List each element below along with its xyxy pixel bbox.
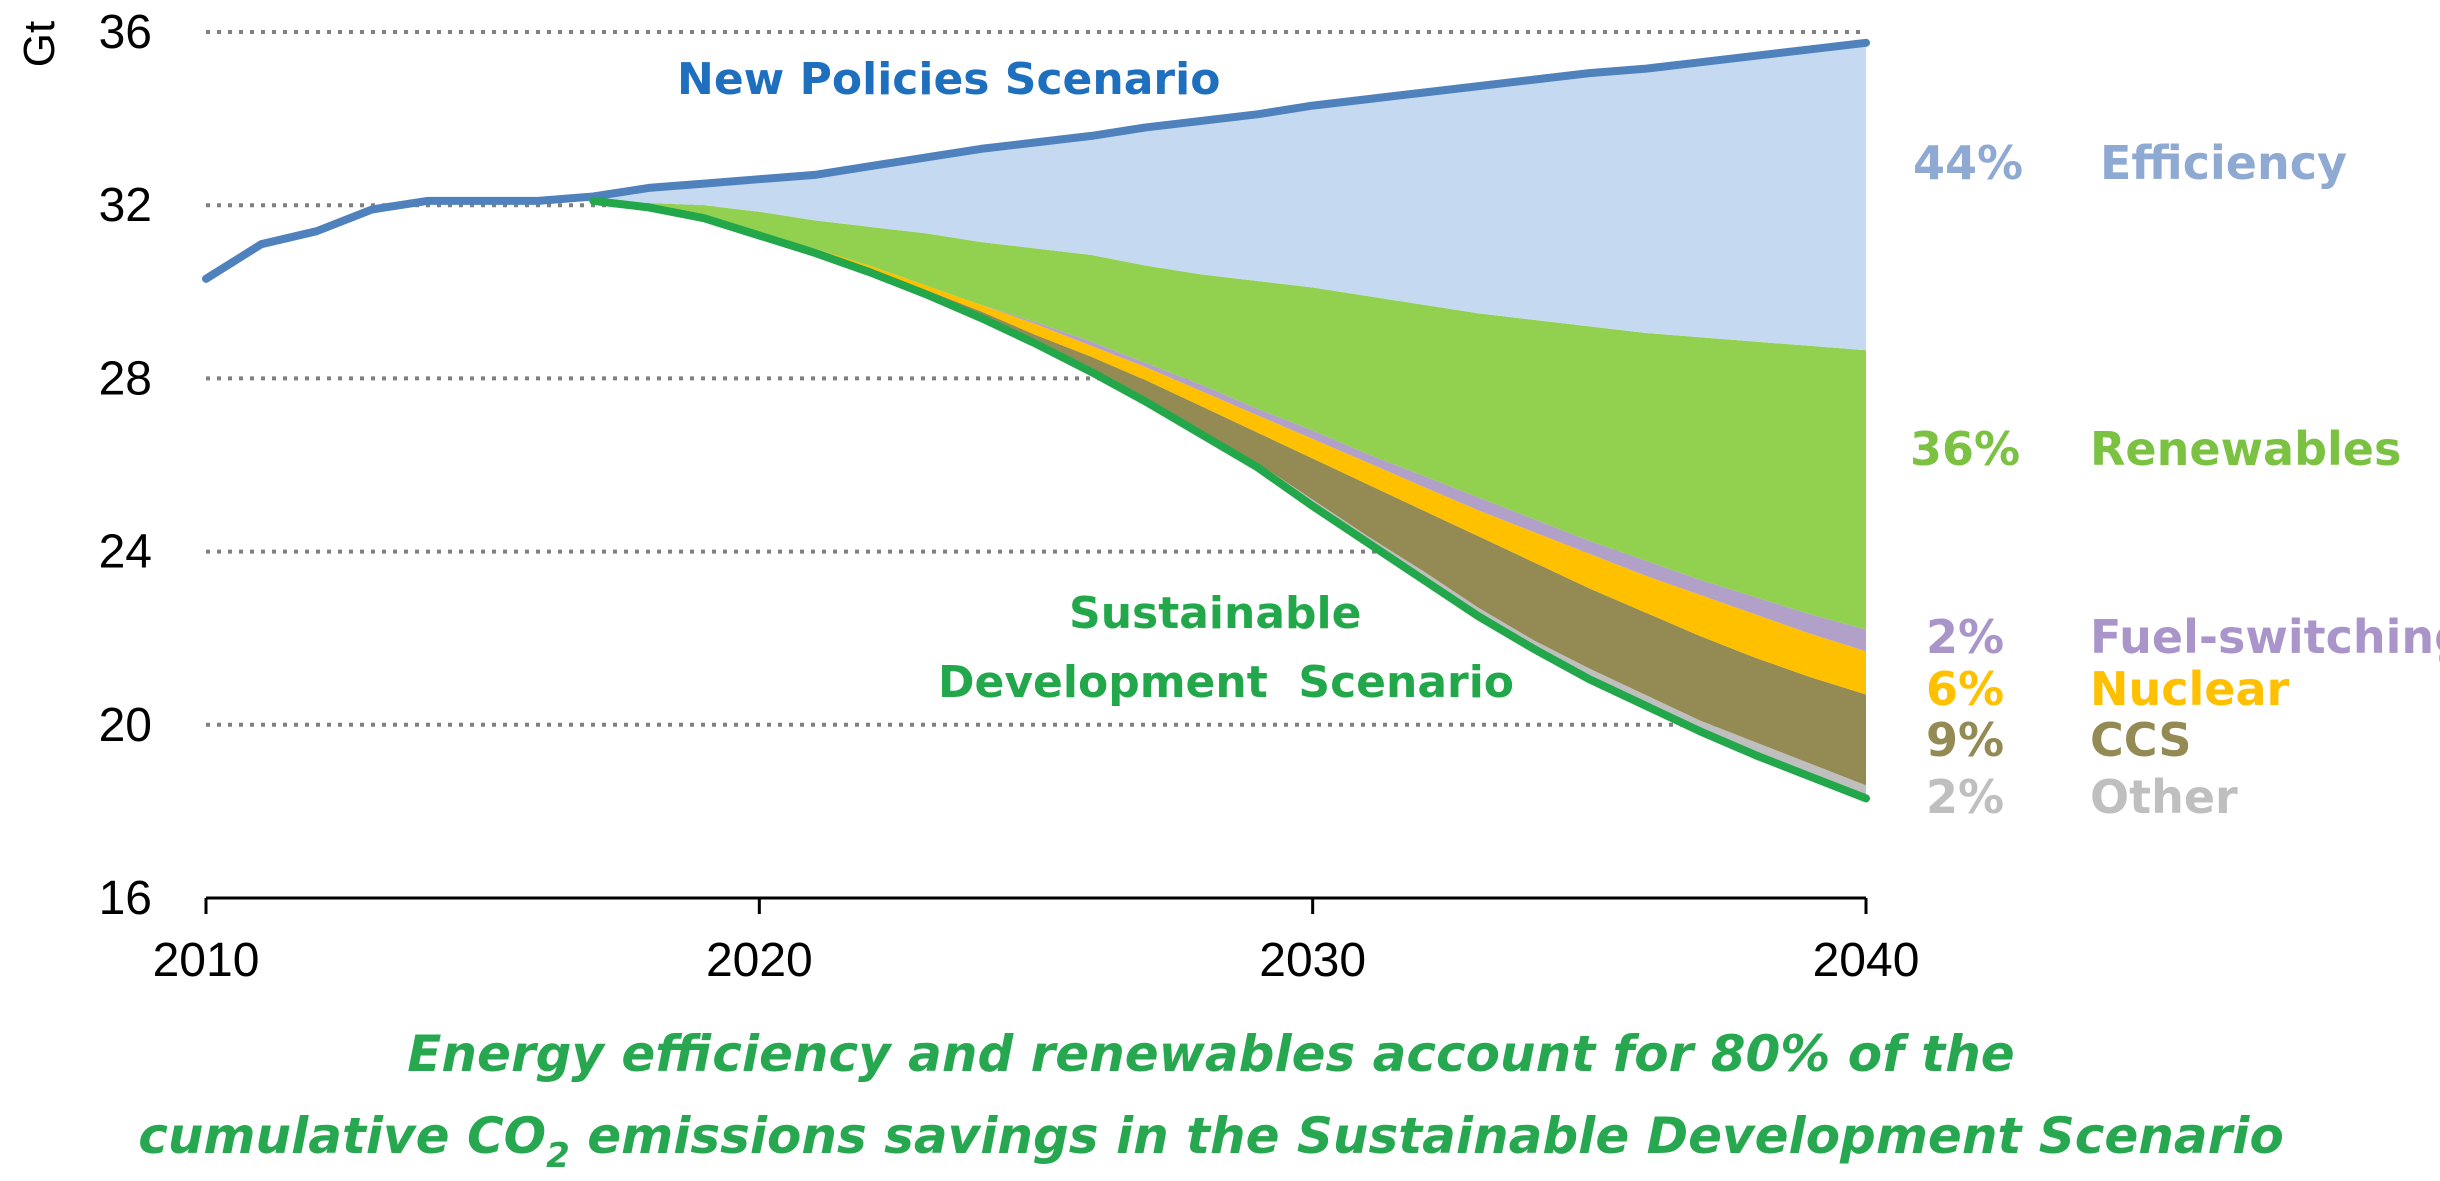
legend-name-nuclear: Nuclear (2090, 662, 2290, 716)
wedge-area-ccs (593, 200, 1866, 786)
legend-name-renewables: Renewables (2090, 422, 2401, 476)
y-tick-label: 20 (99, 699, 152, 752)
legend-share-renewables: 36% (1910, 422, 2020, 476)
scenario-lines (202, 38, 1870, 803)
legend-name-ccs: CCS (2090, 713, 2192, 767)
wedge-area-nuclear (593, 200, 1866, 695)
gridlines (206, 30, 1866, 727)
caption-line1: Energy efficiency and renewables account… (407, 1025, 2014, 1083)
y-tick-label: 36 (99, 6, 152, 59)
legend-name-fuel-switching: Fuel-switching (2090, 610, 2440, 664)
wedge-area-other (593, 200, 1866, 799)
new-policies-label: New Policies Scenario (677, 54, 1220, 105)
series-line-new-policies-scenario (202, 38, 1870, 283)
caption-line2-pre: cumulative CO (138, 1107, 546, 1165)
legend-share-other: 2% (1926, 770, 2004, 824)
caption-line2-post: emissions savings in the Sustainable Dev… (570, 1107, 2284, 1165)
legend-name-other: Other (2090, 770, 2238, 824)
sds-label-line1: Sustainable (1069, 588, 1361, 639)
legend-share-nuclear: 6% (1926, 662, 2004, 716)
x-tick-label: 2010 (153, 934, 260, 987)
legend-share-fuel-switching: 2% (1926, 610, 2004, 664)
y-tick-label: 16 (99, 872, 152, 925)
y-tick-label: 28 (99, 352, 152, 405)
wedge-area-renewables (593, 200, 1866, 630)
y-tick-label: 32 (99, 179, 152, 232)
wedge-areas (593, 42, 1866, 799)
legend-share-ccs: 9% (1926, 713, 2004, 767)
wedge-legend: 44% Efficiency 36% Renewables 2% Fuel-switchi… (1910, 136, 2440, 824)
y-tick-label: 24 (99, 526, 152, 579)
caption-subscript: 2 (546, 1136, 570, 1176)
x-tick-label: 2020 (706, 934, 813, 987)
wedge-area-efficiency (593, 42, 1866, 351)
wedge-area-fuel-switching (593, 200, 1866, 652)
x-tick-label: 2040 (1813, 934, 1920, 987)
legend-name-efficiency: Efficiency (2100, 136, 2347, 190)
axes: 16 20 24 28 32 36 2010 2020 2030 2040 (99, 6, 1920, 987)
caption-line2: cumulative CO2 emissions savings in the … (138, 1107, 2284, 1176)
x-tick-label: 2030 (1259, 934, 1366, 987)
series-line-sustainable-development-scenario (589, 196, 1870, 803)
y-axis-unit-label: Gt (15, 21, 64, 67)
sds-label-line2: Development Scenario (938, 657, 1514, 708)
legend-share-efficiency: 44% (1913, 136, 2023, 190)
